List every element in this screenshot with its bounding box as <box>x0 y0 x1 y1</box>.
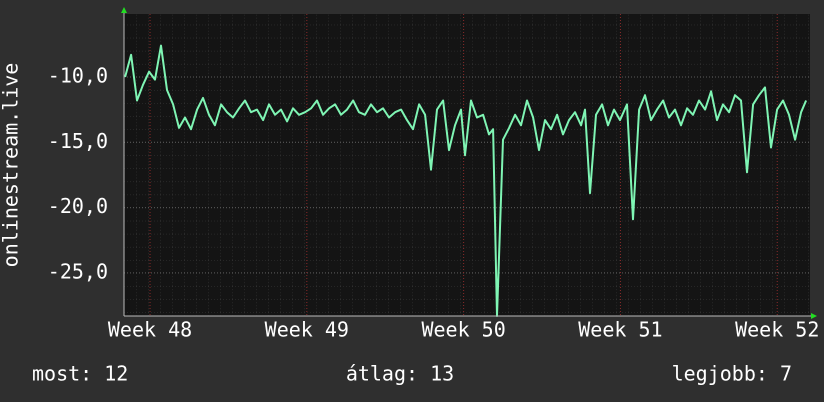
y-tick-label: -25,0 <box>48 259 108 283</box>
y-arrow <box>121 7 127 13</box>
labels: -25,0 -20,0 -15,0 -10,0 Week 48 Week 49 Week 5… <box>48 63 820 341</box>
x-arrow <box>811 313 817 319</box>
x-tick-label: Week 49 <box>265 318 349 342</box>
y-tick-label: -15,0 <box>48 129 108 153</box>
grid <box>124 14 810 316</box>
series-line <box>124 44 808 317</box>
y-axis-label: onlinestream.live <box>0 63 23 268</box>
footer-best: legjobb: 7 <box>672 362 792 386</box>
y-tick-label: -20,0 <box>48 194 108 218</box>
footer-average: átlag: 13 <box>346 362 454 386</box>
x-tick-label: Week 51 <box>578 318 662 342</box>
x-tick-label: Week 48 <box>108 318 192 342</box>
y-tick-label: -10,0 <box>48 63 108 87</box>
minor-grid <box>124 14 810 316</box>
marks <box>124 44 808 317</box>
x-tick-label: Week 50 <box>421 318 505 342</box>
footer-current: most: 12 <box>32 362 128 386</box>
x-tick-label: Week 52 <box>735 318 819 342</box>
